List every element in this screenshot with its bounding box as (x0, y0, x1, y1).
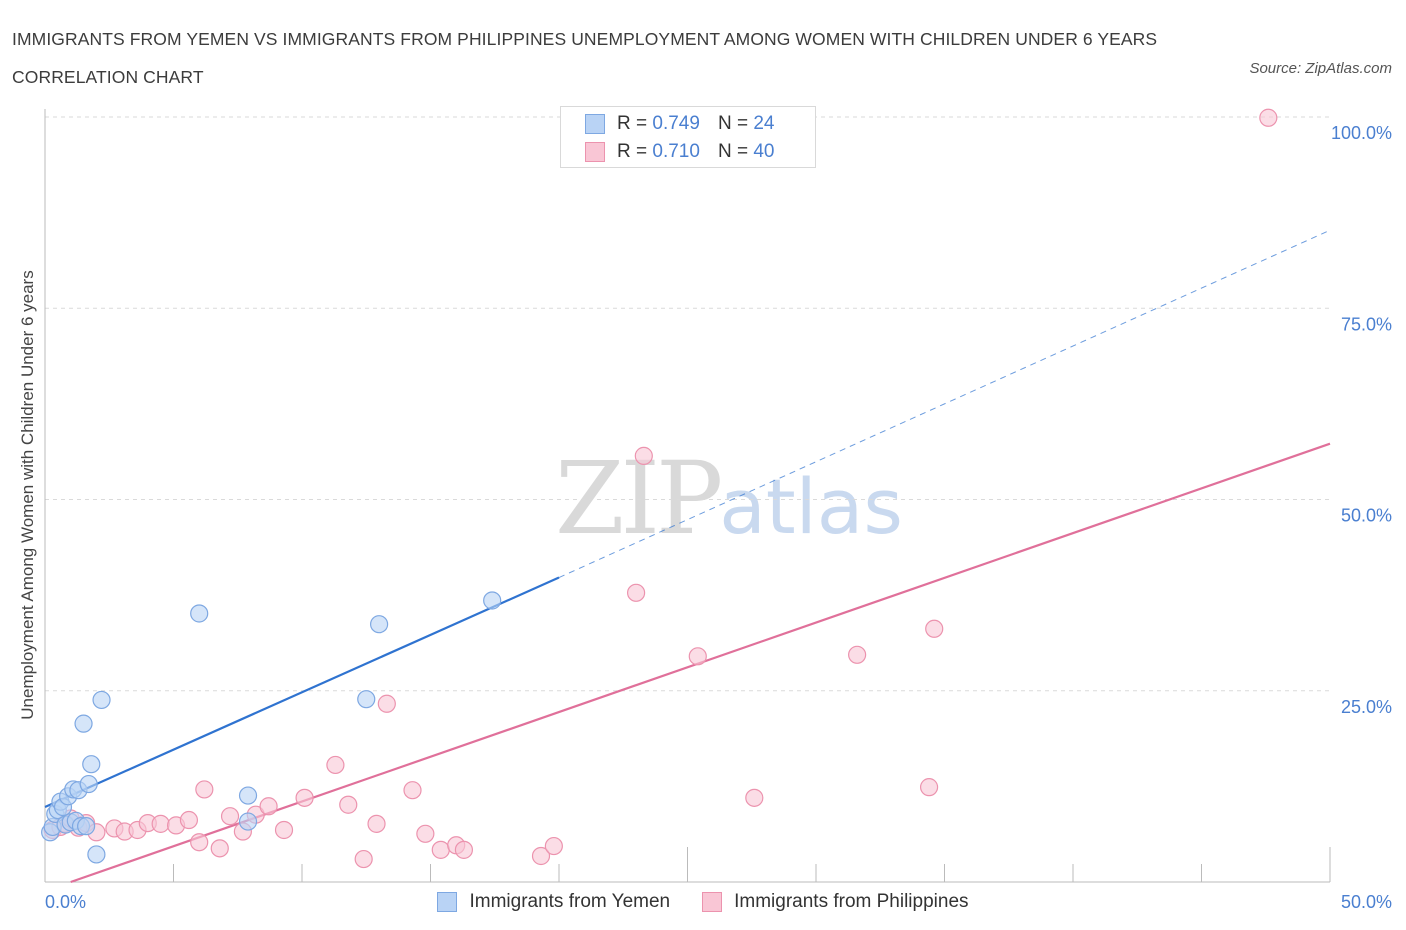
grid-lines (45, 116, 1330, 692)
point-philippines (339, 795, 358, 814)
point-philippines (367, 814, 386, 833)
point-philippines (416, 824, 435, 843)
point-philippines (377, 694, 396, 713)
legend-swatch-yemen (585, 114, 605, 134)
correlation-legend: R = 0.749 N = 24 R = 0.710 N = 40 (560, 106, 816, 168)
series-label-philippines: Immigrants from Philippines (734, 891, 969, 912)
point-yemen (92, 690, 111, 710)
point-philippines (354, 849, 373, 869)
series-legend-philippines: Immigrants from Philippines (702, 891, 969, 913)
point-yemen (77, 817, 96, 836)
point-philippines (454, 840, 474, 859)
point-philippines (544, 836, 563, 856)
legend-row-philippines: R = 0.710 N = 40 (585, 140, 774, 164)
legend-n-value: 24 (753, 113, 775, 134)
x-tick-label-max: 50.0% (1341, 892, 1392, 912)
x-tick-label-min: 0.0% (45, 892, 86, 912)
point-yemen (238, 786, 258, 805)
legend-r-value: 0.710 (652, 141, 700, 162)
point-philippines (431, 840, 450, 859)
point-philippines (190, 833, 209, 852)
axes (44, 109, 1331, 883)
point-yemen (87, 845, 106, 864)
legend-r-label: R = (617, 113, 648, 134)
legend-n-label: N = (717, 141, 749, 162)
point-philippines (295, 788, 314, 807)
y-axis-label: Unemployment Among Women with Children U… (18, 270, 37, 720)
trend-line-yemen (44, 576, 560, 809)
point-yemen (190, 604, 209, 623)
series-swatch-yemen (437, 892, 458, 912)
tick-labels: 25.0% 50.0% 75.0% 100.0% 0.0% 50.0% (45, 123, 1392, 912)
point-philippines (626, 583, 646, 602)
point-philippines (919, 778, 939, 797)
point-philippines (403, 781, 422, 800)
point-yemen (370, 615, 389, 634)
point-philippines (326, 755, 345, 775)
point-yemen (79, 774, 98, 794)
y-tick-label: 50.0% (1341, 506, 1392, 526)
y-tick-label: 75.0% (1341, 314, 1392, 334)
point-philippines (925, 619, 944, 638)
legend-r-value: 0.749 (652, 113, 700, 134)
point-philippines (848, 645, 867, 664)
point-yemen (82, 755, 101, 774)
point-philippines (274, 820, 294, 840)
y-tick-label: 25.0% (1341, 697, 1392, 717)
series-label-yemen: Immigrants from Yemen (469, 891, 671, 912)
point-philippines (195, 780, 214, 799)
point-philippines (688, 647, 707, 666)
trend-lines (44, 229, 1331, 884)
point-philippines (259, 797, 278, 816)
legend-r-label: R = (617, 141, 648, 162)
point-philippines (220, 807, 240, 826)
watermark-atlas: atlas (719, 462, 903, 551)
trend-line-yemen-extension (558, 229, 1331, 578)
chart-title: IMMIGRANTS FROM YEMEN VS IMMIGRANTS FROM… (12, 29, 1158, 87)
legend-swatch-philippines (585, 142, 605, 162)
point-philippines (634, 446, 653, 465)
legend-n-value: 40 (753, 141, 775, 162)
point-yemen (483, 591, 502, 610)
series-legend-yemen: Immigrants from Yemen (437, 891, 670, 913)
point-philippines (151, 814, 170, 833)
point-philippines (1259, 108, 1278, 127)
y-tick-label: 100.0% (1331, 123, 1392, 143)
series-legend: Immigrants from Yemen Immigrants from Ph… (0, 888, 1406, 916)
legend-row-yemen: R = 0.749 N = 24 (585, 112, 774, 136)
point-yemen (74, 714, 93, 733)
point-philippines (745, 788, 764, 807)
point-philippines (179, 810, 199, 830)
point-yemen (238, 812, 258, 831)
chart-source: Source: ZipAtlas.com (1249, 60, 1392, 77)
point-yemen (357, 690, 376, 709)
legend-n-label: N = (717, 113, 749, 134)
series-swatch-philippines (702, 892, 723, 912)
data-points (41, 108, 1278, 869)
point-philippines (210, 839, 229, 858)
point-philippines (531, 846, 551, 866)
